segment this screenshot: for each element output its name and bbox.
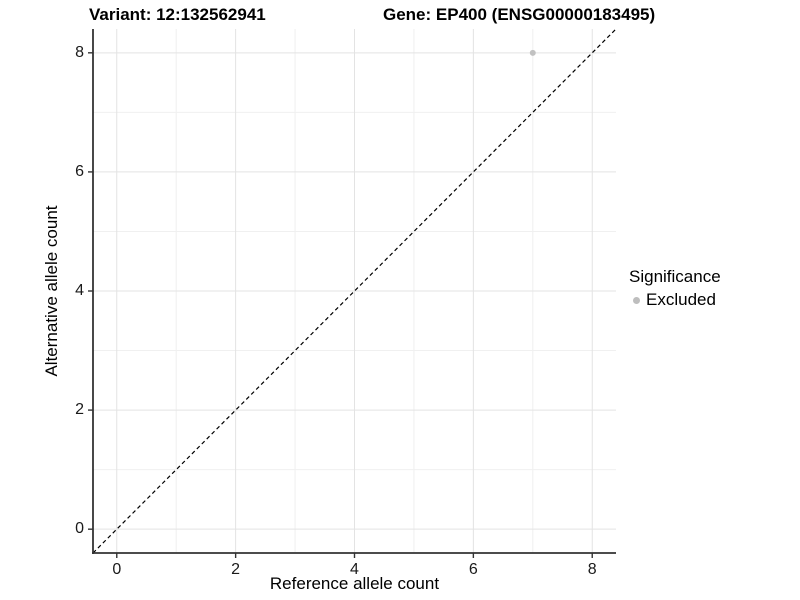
y-tick-label: 0 (75, 520, 84, 538)
y-tick-label: 2 (75, 401, 84, 419)
data-point (529, 49, 536, 56)
x-tick-label: 4 (350, 561, 359, 578)
legend-title: Significance (629, 267, 721, 286)
x-axis-title: Reference allele count (269, 574, 440, 593)
x-tick-label: 2 (231, 561, 241, 578)
y-axis-title: Alternative allele count (42, 205, 61, 377)
identity-reference-line (92, 28, 617, 554)
y-tick-label: 8 (75, 43, 84, 61)
variant-title: Variant: 12:132562941 (89, 5, 266, 24)
y-tick-label: 4 (75, 282, 84, 299)
gene-title: Gene: EP400 (ENSG00000183495) (383, 5, 656, 24)
x-tick-label: 0 (112, 561, 122, 578)
x-tick-label: 6 (468, 561, 478, 578)
legend-entry-excluded: Excluded (629, 290, 721, 310)
legend: Significance Excluded (629, 266, 721, 310)
y-tick-label: 6 (75, 162, 84, 180)
x-tick-label: 8 (587, 561, 597, 578)
excluded-point-icon (633, 296, 640, 304)
legend-entry-label: Excluded (646, 290, 716, 309)
